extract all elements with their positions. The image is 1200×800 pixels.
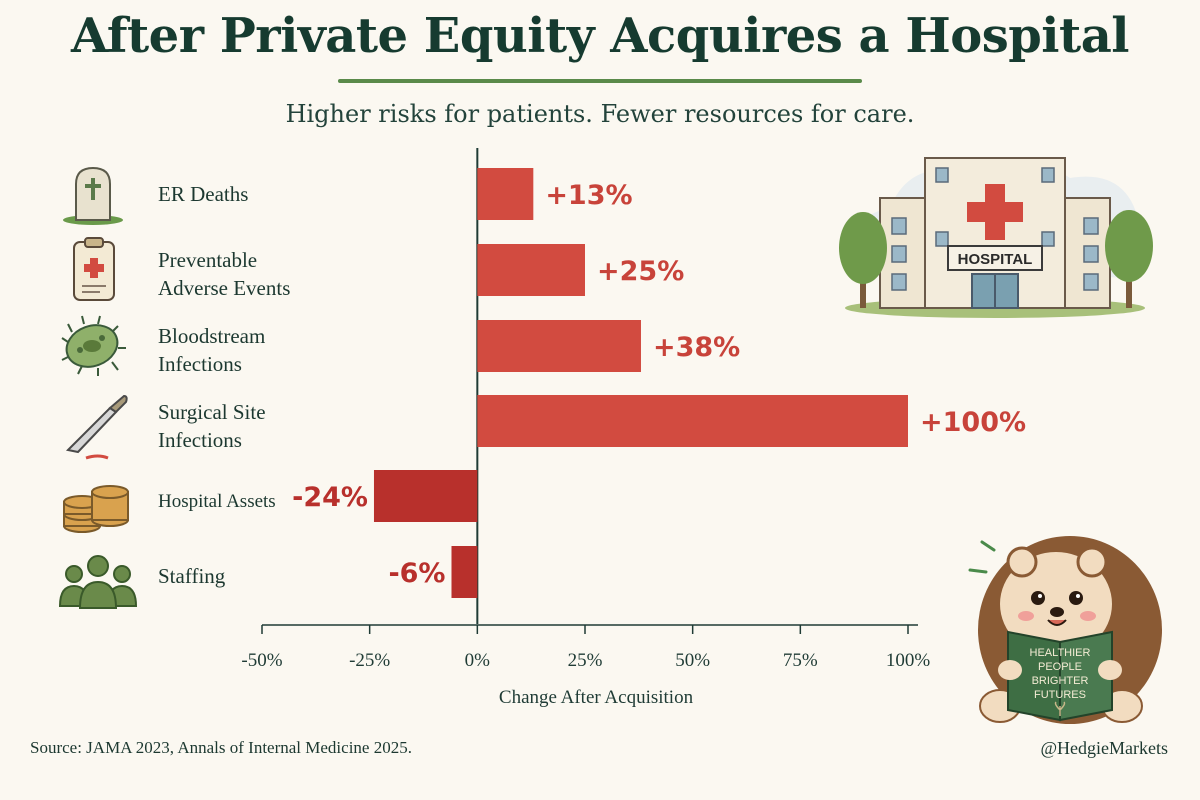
x-axis-label: Change After Acquisition [499,687,694,708]
author-handle: @HedgieMarkets [1040,738,1168,758]
bar-6 [451,546,478,598]
coin-stack-icon [63,485,129,533]
row-label-bloodstream-infections: Bloodstream Infections [158,324,266,376]
hospital-sign: HOSPITAL [958,251,1033,268]
bar-value-label-3: +38% [653,332,740,363]
bar-value-label-6: -6% [388,558,445,589]
x-tick-label-4: 25% [568,650,603,671]
x-tick-label-7: 100% [886,650,931,671]
bar-value-label-1: +13% [545,180,632,211]
bar-1 [477,168,534,220]
chart-title: After Private Equity Acquires a Hospital [70,8,1130,64]
row-label-staffing: Staffing [158,564,226,588]
bar-value-label-2: +25% [597,256,684,287]
book-text-line-4: FUTURES [1034,689,1086,701]
x-tick-label-5: 50% [675,650,710,671]
bar-2 [477,244,585,296]
bar-value-label-5: -24% [292,482,368,513]
row-label-preventable-adverse-events: Preventable Adverse Events [158,248,291,300]
x-tick-label-3: 0% [465,650,491,671]
bar-value-label-4: +100% [920,407,1026,438]
bar-3 [477,320,641,372]
chart-subtitle: Higher risks for patients. Fewer resourc… [285,100,915,128]
clipboard-medical-icon [73,237,115,301]
book-text-line-3: BRIGHTER [1032,675,1089,687]
x-tick-label-6: 75% [783,650,818,671]
bar-5 [373,470,478,522]
source-note: Source: JAMA 2023, Annals of Internal Me… [30,738,412,757]
row-label-hospital-assets: Hospital Assets [158,491,276,512]
hospital-illustration: HOSPITAL [839,157,1153,318]
book-text-line-2: PEOPLE [1038,661,1082,673]
hedgehog-mascot: HEALTHIER PEOPLE BRIGHTER FUTURES [968,536,1162,724]
gravestone-icon [63,166,123,225]
row-label-er-deaths: ER Deaths [158,182,249,206]
title-underline [338,79,862,83]
row-label-surgical-site-infections: Surgical Site Infections [158,400,266,452]
x-tick-label-2: -25% [349,650,390,671]
bar-4 [477,395,908,447]
x-tick-label-1: -50% [241,650,282,671]
people-icon [58,555,138,609]
bacteria-icon [61,315,126,376]
book-text-line-1: HEALTHIER [1030,647,1091,659]
scalpel-icon [65,394,128,460]
